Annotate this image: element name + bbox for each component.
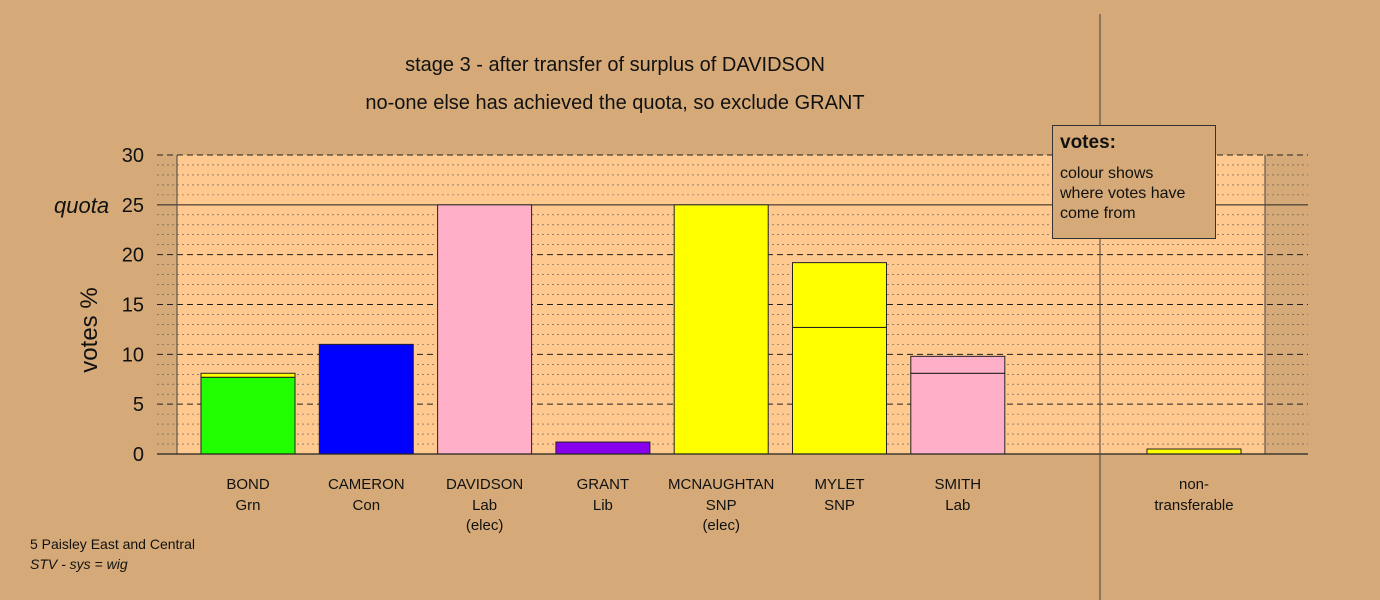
x-tick-label: MCNAUGHTAN <box>668 476 774 493</box>
x-tick-label: GRANT <box>577 476 630 493</box>
bar-mylet-segment <box>792 262 887 328</box>
y-tick-label: 0 <box>133 444 144 466</box>
legend-body: colour shows where votes have come from <box>1060 165 1186 222</box>
y-tick-label: 10 <box>122 344 144 366</box>
bar-mylet-segment <box>792 326 887 455</box>
x-tick-label: transferable <box>1154 497 1233 514</box>
party-label: Con <box>353 497 381 514</box>
bar-mcnaughtan-segment <box>673 204 769 455</box>
legend-title: votes: <box>1060 132 1116 153</box>
party-label: SNP <box>824 497 855 514</box>
bar-bond-segment <box>200 376 296 455</box>
bar-grant-segment <box>555 441 651 455</box>
footer-constituency: 5 Paisley East and Central <box>30 536 195 552</box>
bar-smith-segment <box>910 355 1006 374</box>
chart-subtitle: no-one else has achieved the quota, so e… <box>365 92 865 114</box>
y-tick-label: 5 <box>133 394 144 416</box>
x-tick-label: BOND <box>226 476 270 493</box>
party-label: Grn <box>235 497 260 514</box>
party-label: SNP <box>706 497 737 514</box>
x-tick-label: CAMERON <box>328 476 405 493</box>
x-tick-label: SMITH <box>934 476 981 493</box>
bar-cameron-segment <box>318 343 414 455</box>
legend: votes: colour shows where votes have com… <box>1052 125 1216 239</box>
y-tick-label: 20 <box>122 245 144 267</box>
party-label: Lab <box>472 497 497 514</box>
party-label: Lib <box>593 497 613 514</box>
quota-label: quota <box>54 193 110 218</box>
status-label: (elec) <box>702 517 740 534</box>
bar-davidson-segment <box>437 204 533 455</box>
x-tick-label: DAVIDSON <box>446 476 523 493</box>
y-tick-label: 25 <box>122 195 144 217</box>
y-tick-label: 30 <box>122 145 144 167</box>
chart-title: stage 3 - after transfer of surplus of D… <box>405 54 825 76</box>
status-label: (elec) <box>466 517 504 534</box>
x-tick-label: MYLET <box>814 476 864 493</box>
y-tick-label: 15 <box>122 295 144 317</box>
bar-nontransferable-segment <box>1146 448 1242 455</box>
footer-system: STV - sys = wig <box>30 556 128 572</box>
bar-smith-segment <box>910 372 1006 455</box>
bar-bond-segment <box>200 372 296 378</box>
x-tick-label: non- <box>1179 476 1209 493</box>
party-label: Lab <box>945 497 970 514</box>
